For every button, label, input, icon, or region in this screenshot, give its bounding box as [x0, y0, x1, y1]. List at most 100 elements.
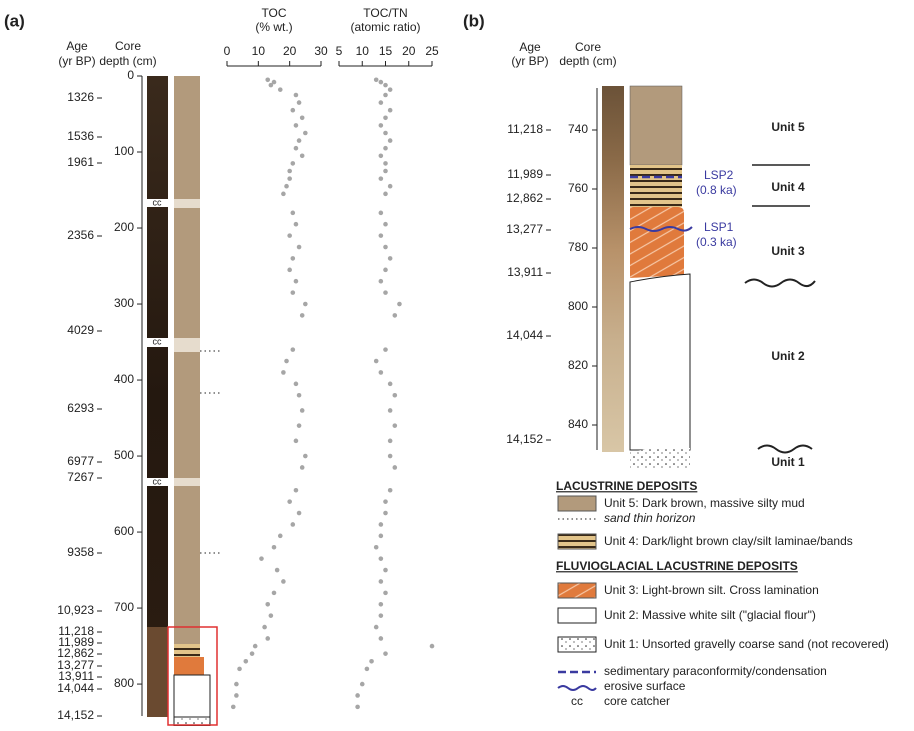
data-point [290, 107, 296, 113]
data-point [378, 79, 384, 85]
age-label: 9358 [67, 545, 94, 559]
legend-text: Unit 4: Dark/light brown clay/silt lamin… [604, 534, 853, 548]
data-point [293, 92, 299, 98]
unit-label: Unit 5 [771, 120, 805, 134]
data-point [383, 161, 388, 166]
data-point [378, 210, 384, 216]
data-point [259, 556, 264, 561]
data-point [281, 370, 286, 375]
age-label: 11,989 [507, 167, 543, 181]
data-point [364, 666, 370, 672]
data-point [373, 544, 379, 550]
y-tick-label: 800 [114, 676, 134, 690]
age-label: 6977 [67, 454, 94, 468]
unit-label: Unit 3 [771, 244, 805, 258]
data-point [392, 423, 398, 428]
unit-label: Unit 4 [771, 180, 805, 194]
age-label: 13,277 [506, 222, 543, 236]
unit-label: Unit 2 [771, 349, 805, 363]
data-point [277, 533, 283, 539]
data-point [237, 666, 242, 672]
data-point [378, 601, 384, 607]
depth-title: Core [575, 40, 601, 54]
data-point [290, 256, 296, 261]
legend-text: sedimentary paraconformity/condensation [604, 664, 827, 678]
data-point [378, 278, 384, 284]
data-point [296, 244, 302, 250]
y-tick-label: 200 [114, 220, 134, 234]
data-point [373, 358, 379, 364]
data-point [383, 82, 388, 88]
panel-label: (b) [463, 11, 485, 30]
unit2-b [629, 273, 691, 451]
data-point [369, 658, 374, 664]
data-point [383, 651, 388, 656]
log-unit2 [173, 674, 211, 718]
age-label: 1536 [67, 129, 94, 143]
legend-swatch [557, 685, 597, 691]
legend-swatch [557, 495, 597, 512]
erosive-boundary [757, 444, 813, 454]
log-unit5 [174, 76, 200, 644]
data-point [296, 510, 302, 516]
erosive-boundary [744, 278, 816, 288]
data-point [387, 453, 393, 459]
legend-swatch [557, 636, 597, 653]
y-tick-label: 100 [114, 144, 134, 158]
data-point [383, 347, 388, 352]
data-point [296, 392, 302, 398]
data-point [387, 256, 393, 261]
data-point [243, 658, 249, 664]
data-point [262, 624, 267, 630]
depth-title: Core [115, 39, 141, 53]
log-unit3 [174, 657, 204, 675]
legend-symbol: cc [571, 694, 583, 708]
legend-text: core catcher [604, 694, 670, 708]
chart-subtitle: (% wt.) [255, 20, 292, 34]
unit1-b [630, 447, 690, 468]
data-point [383, 290, 388, 295]
data-point [284, 183, 289, 189]
data-point [383, 499, 388, 504]
data-point [281, 579, 286, 584]
y-tick-label: 0 [127, 68, 134, 82]
age-title: Age [66, 39, 88, 53]
lithology [147, 76, 816, 727]
x-tick-label: 20 [283, 44, 297, 58]
legend-swatch [557, 533, 597, 550]
chart-subtitle: (atomic ratio) [350, 20, 420, 34]
y-tick-label: 300 [114, 296, 134, 310]
data-point [378, 636, 384, 641]
chart-title: TOC/TN [363, 6, 407, 20]
age-label: 1326 [67, 90, 94, 104]
legend-text: Unit 2: Massive white silt ("glacial flo… [604, 608, 816, 622]
data-point [383, 590, 388, 596]
legend-text: erosive surface [604, 679, 686, 693]
y-tick-label: 400 [114, 372, 134, 386]
data-point [383, 244, 388, 250]
data-point [293, 381, 299, 387]
x-tick-label: 30 [314, 44, 328, 58]
age-label: 11,218 [507, 122, 543, 136]
data-point [293, 123, 299, 128]
data-point [383, 191, 388, 197]
age-label: 13,911 [58, 669, 94, 683]
data-point [429, 643, 435, 649]
legend-swatch [557, 607, 597, 624]
data-point [230, 704, 236, 710]
age-label: 14,152 [506, 432, 543, 446]
data-point [234, 693, 239, 698]
data-point [383, 567, 388, 573]
y-tick-label: 600 [114, 524, 134, 538]
data-point [378, 522, 384, 527]
data-point [387, 408, 393, 413]
x-tick-label: 10 [252, 44, 266, 58]
lsp-age: (0.8 ka) [696, 183, 737, 197]
data-point [299, 115, 305, 121]
data-point [290, 347, 296, 352]
depth-unit: depth (cm) [559, 54, 616, 68]
log-light [174, 199, 200, 208]
data-point [378, 153, 384, 159]
x-tick-label: 15 [379, 44, 393, 58]
data-point [383, 130, 388, 136]
